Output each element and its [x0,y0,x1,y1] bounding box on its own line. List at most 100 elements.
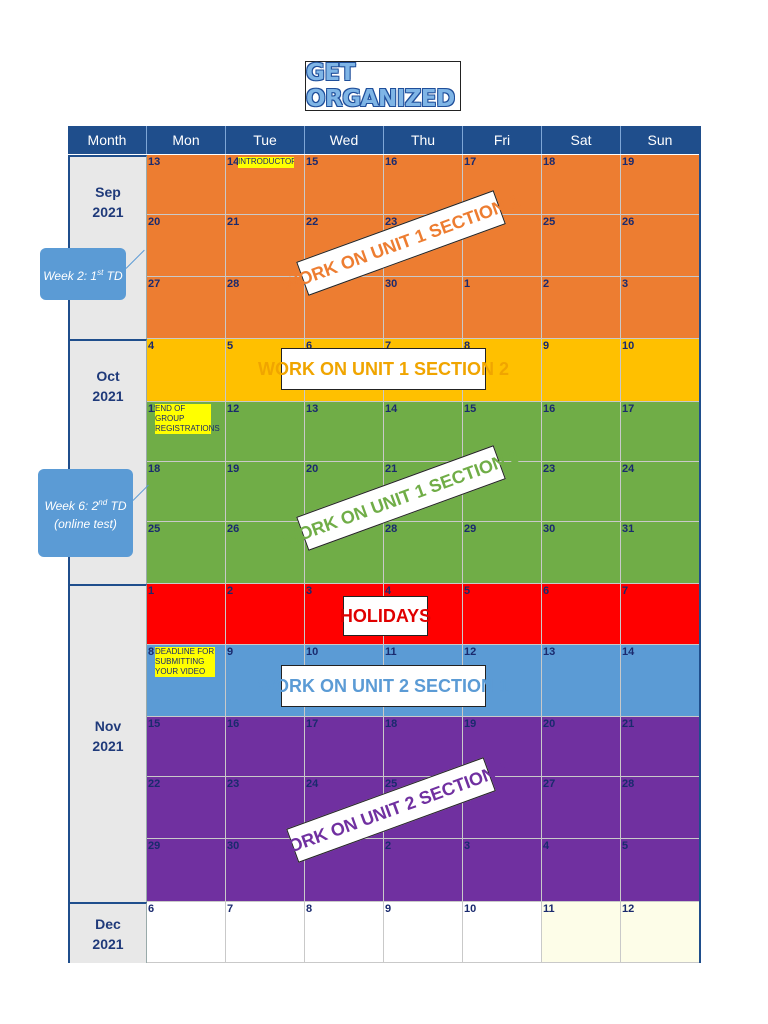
day-cell[interactable]: 27 [147,277,226,339]
day-number: 8 [148,646,155,658]
day-cell[interactable]: 18 [147,462,226,522]
day-number: 28 [385,523,398,535]
day-cell[interactable]: 24 [621,462,700,522]
day-number: 2 [385,840,392,852]
day-number: 10 [464,903,477,915]
day-cell[interactable]: 13 [305,402,384,462]
day-cell[interactable]: 11 [542,902,621,963]
day-cell[interactable]: 12 [621,902,700,963]
day-cell[interactable]: 26 [621,215,700,277]
day-number: 13 [306,403,319,415]
day-cell[interactable]: 15 [147,717,226,777]
day-cell[interactable]: 28 [384,522,463,584]
day-cell[interactable]: 3 [463,839,542,902]
day-cell[interactable]: 25 [147,522,226,584]
day-number: 11 [385,646,397,658]
day-cell[interactable]: 18 [384,717,463,777]
day-cell[interactable]: 5 [463,584,542,645]
day-cell[interactable]: 2 [226,584,305,645]
day-cell[interactable]: 31 [621,522,700,584]
day-cell[interactable]: 18 [542,155,621,215]
day-number: 8 [306,903,313,915]
day-number: 16 [543,403,556,415]
day-cell[interactable]: 6 [147,902,226,963]
day-cell[interactable]: 27 [542,777,621,839]
day-cell[interactable]: 30 [542,522,621,584]
day-cell[interactable]: 17 [305,717,384,777]
day-number: 17 [306,718,319,730]
day-cell[interactable]: 7 [226,902,305,963]
day-number: 4 [385,585,392,597]
day-number: 8 [464,340,471,352]
page-title-box: GET ORGANIZED [305,60,461,112]
day-cell[interactable]: 5 [621,839,700,902]
day-cell[interactable]: 13 [147,155,226,215]
day-number: 9 [227,646,234,658]
day-cell[interactable]: 7 [621,584,700,645]
day-cell[interactable]: 19 [463,717,542,777]
day-number: 4 [543,840,550,852]
day-cell[interactable]: 6 [542,584,621,645]
day-cell[interactable]: 29 [463,522,542,584]
day-cell[interactable]: 19 [621,155,700,215]
day-number: 7 [227,903,234,915]
day-cell[interactable]: 3 [621,277,700,339]
day-cell[interactable]: 21 [226,215,305,277]
day-cell[interactable]: 4 [542,839,621,902]
day-cell[interactable]: 14 [384,402,463,462]
day-cell[interactable]: 13 [542,645,621,717]
day-cell[interactable]: 2 [542,277,621,339]
day-cell[interactable]: 22 [147,777,226,839]
day-cell[interactable]: 20 [542,717,621,777]
day-cell[interactable]: 16 [226,717,305,777]
day-number: 26 [622,216,635,228]
day-cell[interactable]: 9 [542,339,621,402]
day-cell[interactable]: 28 [226,277,305,339]
day-cell[interactable]: 10 [621,339,700,402]
day-cell[interactable]: 30 [384,277,463,339]
day-cell[interactable]: 1 [463,277,542,339]
day-cell[interactable]: 29 [147,839,226,902]
day-cell[interactable]: 12 [226,402,305,462]
day-cell[interactable]: 10 [463,902,542,963]
day-number: 7 [385,340,392,352]
day-cell[interactable]: 4 [147,339,226,402]
day-cell[interactable]: 14INTRODUCTORY CM [226,155,305,215]
day-cell[interactable]: 23 [542,462,621,522]
day-cell[interactable]: 30 [226,839,305,902]
day-number: 22 [306,216,319,228]
day-number: 19 [464,718,477,730]
day-cell[interactable]: 19 [226,462,305,522]
day-cell[interactable]: 26 [226,522,305,584]
calendar-right-border [699,126,701,963]
day-cell[interactable]: 25 [542,215,621,277]
day-number: 19 [227,463,240,475]
day-cell[interactable]: 17 [621,402,700,462]
day-number: 24 [306,778,319,790]
day-cell[interactable]: 15 [305,155,384,215]
day-cell[interactable]: 14 [621,645,700,717]
day-number: 21 [227,216,240,228]
day-number: 17 [622,403,635,415]
day-number: 16 [385,156,398,168]
day-cell[interactable]: 1 [147,584,226,645]
day-number: 9 [543,340,550,352]
day-cell[interactable]: 11 END OF GROUP REGISTRATIONS [147,402,226,462]
day-number: 6 [543,585,550,597]
day-cell[interactable]: 8 [305,902,384,963]
day-number: 10 [622,340,635,352]
day-number: 24 [622,463,635,475]
day-cell[interactable]: 29 [305,277,384,339]
day-number: 23 [543,463,556,475]
day-number: 31 [622,523,635,535]
month-cell-nov: Nov 2021 [68,584,147,902]
day-cell[interactable]: 9 [384,902,463,963]
day-cell[interactable]: 20 [147,215,226,277]
day-cell[interactable]: 28 [621,777,700,839]
day-number: 1 [148,585,155,597]
day-cell[interactable]: 8 DEADLINE FOR SUBMITTING YOUR VIDEO [147,645,226,717]
day-cell[interactable]: 21 [621,717,700,777]
callout-week6: Week 6: 2nd TD (online test) [38,469,133,557]
day-cell[interactable]: 2 [384,839,463,902]
day-cell[interactable]: 16 [542,402,621,462]
